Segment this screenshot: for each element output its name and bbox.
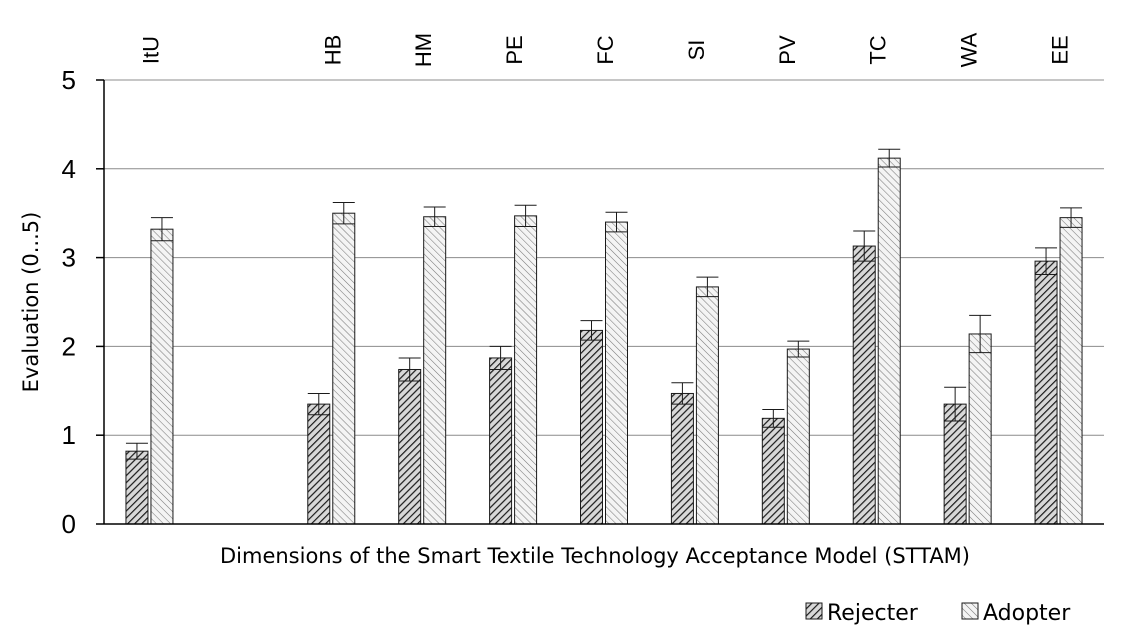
category-label: FC — [593, 35, 618, 64]
legend: Rejecter Adopter — [805, 601, 1071, 626]
rejecter-legend-label: Rejecter — [827, 601, 919, 626]
y-tick-label: 5 — [62, 65, 76, 95]
x-axis-title: Dimensions of the Smart Textile Technolo… — [220, 544, 970, 568]
y-axis-title: Evaluation (0...5) — [19, 212, 43, 393]
adopter-bar — [514, 215, 538, 525]
y-tick-label: 1 — [62, 420, 76, 450]
adopter-bar — [605, 221, 628, 525]
rejecter-bar — [761, 417, 785, 525]
y-tick-label: 0 — [62, 509, 76, 539]
rejecter-bar — [307, 403, 331, 525]
gridlines — [104, 79, 1104, 436]
axes: 0 1 2 3 4 5 ItU HB HM PE FC SI PV TC WA EE — [62, 32, 1104, 539]
rejecter-bar — [489, 357, 513, 525]
adopter-bar — [423, 216, 447, 525]
rejecter-bar — [1034, 260, 1058, 525]
rejecter-bar — [580, 329, 603, 525]
category-label: SI — [684, 40, 709, 61]
rejecter-legend-swatch — [805, 602, 823, 620]
category-label: HM — [411, 33, 436, 67]
adopter-bar — [968, 333, 992, 525]
rejecter-bar — [125, 450, 149, 525]
category-label: PE — [502, 35, 527, 64]
adopter-bar — [150, 228, 174, 525]
adopter-legend-swatch — [961, 602, 979, 620]
rejecter-bar — [670, 392, 694, 525]
rejecter-bar — [852, 245, 876, 525]
category-label: WA — [957, 32, 982, 67]
category-label: HB — [320, 35, 345, 66]
y-tick-label: 2 — [62, 331, 76, 361]
adopter-bar — [1059, 217, 1083, 525]
adopter-bar — [695, 286, 719, 525]
y-tick-label: 4 — [62, 154, 76, 184]
category-label: ItU — [138, 36, 163, 64]
rejecter-bar — [398, 368, 422, 525]
adopter-bar — [786, 348, 810, 525]
y-tick-label: 3 — [62, 243, 76, 273]
adopter-bar — [332, 212, 356, 525]
category-label: PV — [775, 35, 800, 65]
category-label: TC — [866, 35, 891, 64]
rejecter-bar — [943, 403, 967, 525]
bars — [125, 148, 1083, 525]
adopter-legend-label: Adopter — [983, 601, 1071, 626]
category-label: EE — [1048, 35, 1073, 64]
adopter-bar — [877, 157, 901, 525]
